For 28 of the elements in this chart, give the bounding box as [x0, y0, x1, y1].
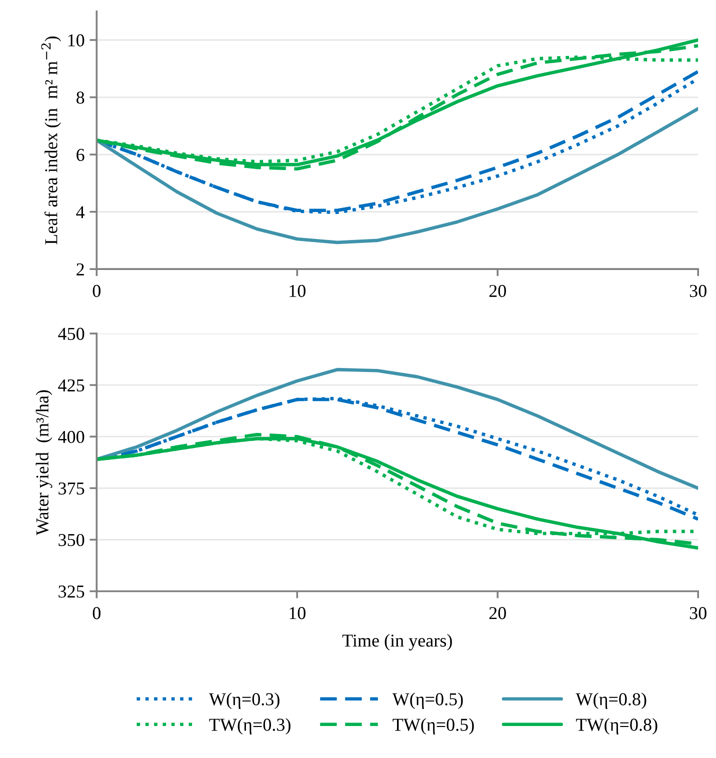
x-tick-label: 30	[690, 284, 706, 298]
y-tick-label: 4	[76, 206, 85, 218]
y-tick-label: 375	[58, 482, 84, 495]
x-tick-label: 20	[489, 607, 506, 620]
x-axis-title: Time (in years)	[342, 634, 452, 650]
y-tick-label: 6	[76, 148, 84, 161]
legend-label: TW(η=0.5)	[392, 718, 474, 735]
x-tick-label: 30	[690, 607, 706, 620]
y-tick-label: 400	[58, 430, 84, 444]
y-axis-title: Leaf area index (in m² m$^{−2}$)	[41, 36, 61, 244]
y-tick-label: 350	[58, 534, 84, 546]
x-tick-label: 10	[290, 607, 306, 620]
x-tick-label: 20	[489, 284, 506, 298]
y-tick-label: 10	[68, 34, 84, 46]
y-tick-label: 2	[76, 263, 84, 276]
y-axis-title: Water yield (m³/ha)	[36, 390, 52, 536]
legend-label: W(η=0.5)	[392, 692, 463, 710]
y-tick-label: 8	[76, 92, 84, 104]
x-tick-label: 10	[290, 284, 306, 298]
y-tick-label: 450	[58, 328, 84, 340]
x-tick-label: 0	[92, 284, 100, 298]
legend-label: W(η=0.3)	[208, 692, 280, 710]
y-tick-label: 425	[58, 379, 84, 392]
y-tick-label: 325	[58, 586, 84, 598]
legend-label: TW(η=0.8)	[576, 718, 658, 735]
x-tick-label: 0	[92, 607, 100, 620]
legend-label: W(η=0.8)	[576, 692, 646, 710]
legend-label: TW(η=0.3)	[209, 718, 290, 735]
